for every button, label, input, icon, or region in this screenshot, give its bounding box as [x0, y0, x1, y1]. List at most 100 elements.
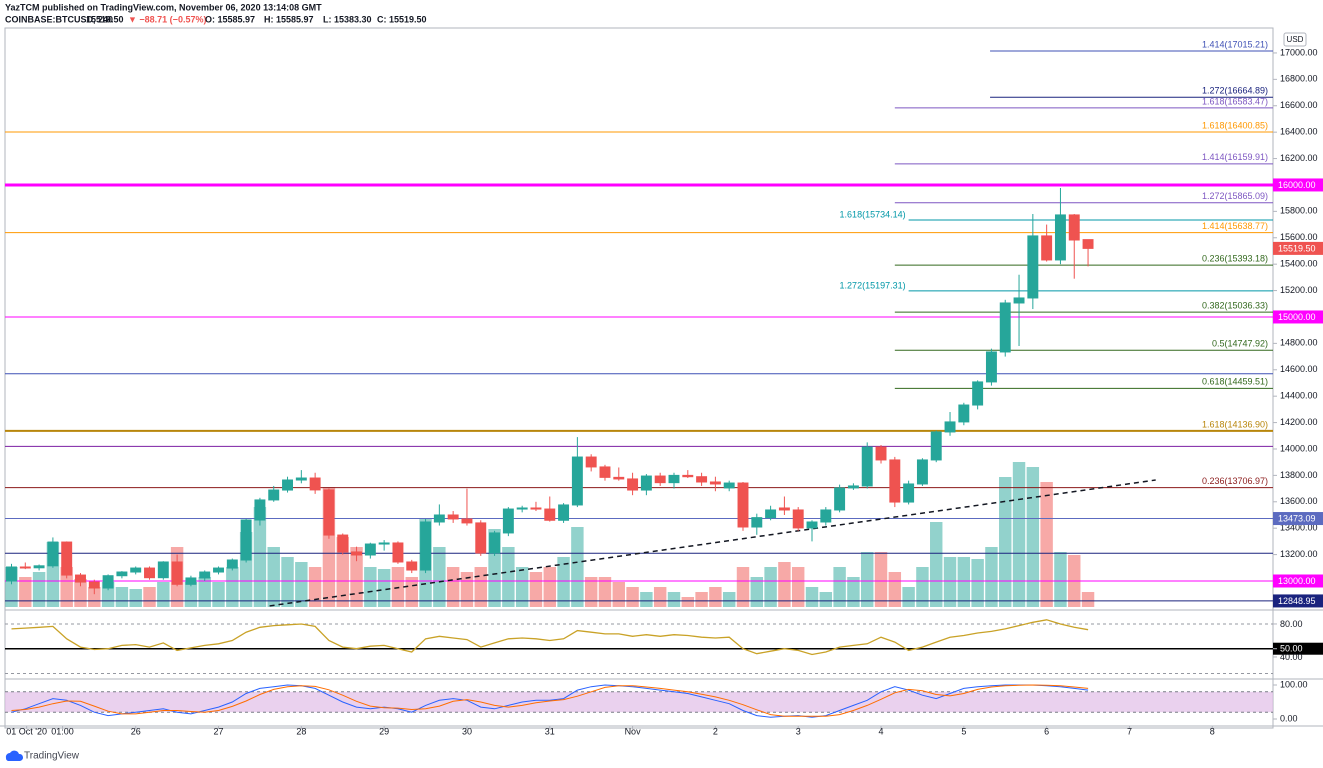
volume-bar — [88, 587, 101, 607]
candle-body — [116, 571, 128, 577]
axis-label-bg — [1273, 512, 1323, 526]
symbol: COINBASE:BTCUSD, 240 — [5, 14, 113, 24]
volume-bar — [957, 557, 971, 607]
volume-bar — [281, 557, 294, 607]
volume-bar — [405, 577, 418, 607]
x-tick-label: 27 — [214, 726, 224, 736]
x-tick-label: 26 — [131, 726, 141, 736]
volume-bar — [253, 507, 267, 607]
y-tick-label: 14000.00 — [1280, 443, 1318, 453]
last-price-label: 15519.50 — [1278, 243, 1316, 253]
candle-body — [696, 476, 708, 483]
candle-body — [682, 474, 694, 478]
currency-box[interactable] — [1283, 32, 1307, 47]
volume-bar — [640, 592, 653, 607]
volume-bar — [930, 522, 943, 607]
rsi-axis-bg — [1273, 642, 1323, 655]
level-label: 1.272(15865.09) — [1202, 191, 1268, 201]
candle-body — [558, 504, 570, 521]
candle-body — [778, 507, 790, 511]
volume-bar — [1040, 482, 1053, 607]
x-tick-label: 7 — [1127, 726, 1132, 736]
candle-body — [585, 456, 597, 468]
level-label: 1.618(14136.90) — [1202, 419, 1268, 429]
candle-body — [930, 431, 942, 461]
candle-body — [944, 421, 956, 433]
volume-bar — [750, 577, 764, 607]
stoch-tick-label: 0.00 — [1280, 713, 1298, 723]
volume-bar — [308, 567, 322, 607]
candle-body — [530, 507, 542, 510]
x-tick-label: 5 — [961, 726, 966, 736]
volume-bar — [446, 567, 460, 607]
candle-body — [240, 519, 252, 561]
stoch-line — [11, 684, 1089, 717]
volume-bar — [267, 547, 280, 607]
level-label: 1.414(15638.77) — [1202, 221, 1268, 231]
volume-bar — [902, 587, 915, 607]
volume-bar — [805, 587, 819, 607]
candle-body — [640, 475, 652, 491]
volume-bar — [226, 567, 239, 607]
currency[interactable]: USD — [1287, 35, 1304, 44]
candle-body — [351, 551, 363, 556]
last-price-bg — [1273, 241, 1323, 255]
level-label: 0.5(14747.92) — [1212, 339, 1268, 349]
volume-bar — [1054, 552, 1067, 607]
candle-body — [19, 566, 31, 569]
candle-body — [1082, 239, 1094, 249]
candle-body — [420, 521, 432, 571]
volume-bar — [667, 592, 681, 607]
rsi-tick-label: 50.00 — [1280, 644, 1303, 654]
ohlc-low: L: 15383.30 — [323, 14, 372, 24]
level-label: 1.414(16159.91) — [1202, 152, 1268, 162]
volume-bar — [819, 592, 833, 607]
candle-body — [75, 574, 86, 583]
candle-body — [337, 534, 349, 553]
axis-label: 13000.00 — [1278, 576, 1316, 586]
level-label: 0.236(15393.18) — [1202, 253, 1268, 263]
rsi-tick-label: 80.00 — [1280, 619, 1303, 629]
y-tick-label: 14400.00 — [1280, 391, 1318, 401]
candle-body — [102, 575, 114, 589]
candle-body — [309, 477, 321, 491]
level-label: 1.618(16400.85) — [1202, 120, 1268, 130]
volume-bar — [778, 562, 791, 607]
level-label: 1.272(16664.89) — [1202, 86, 1268, 96]
volume-bar — [888, 572, 902, 607]
candle-body — [820, 509, 832, 523]
volume-bar — [971, 559, 984, 607]
brand: TradingView — [24, 751, 80, 762]
candle-body — [1041, 235, 1053, 261]
candle-body — [226, 559, 238, 569]
ohlc-high: H: 15585.97 — [264, 14, 314, 24]
x-tick-label: 6 — [1044, 726, 1049, 736]
candle-body — [406, 561, 418, 571]
axis-label: 12848.95 — [1278, 596, 1316, 606]
volume-bar — [571, 527, 584, 607]
candle-body — [571, 456, 583, 506]
candle-body — [88, 581, 100, 589]
candle-body — [806, 521, 818, 529]
x-tick-label: 31 — [545, 726, 555, 736]
candle-body — [834, 487, 846, 511]
stoch-band-fill — [5, 691, 1273, 713]
y-tick-label: 14600.00 — [1280, 364, 1318, 374]
volume-bar — [295, 562, 308, 607]
y-tick-label: 15200.00 — [1280, 285, 1318, 295]
x-tick-label: 01 Oct '20 — [6, 726, 47, 736]
volume-bar — [32, 572, 46, 607]
volume-bar — [212, 582, 225, 607]
y-tick-label: 16800.00 — [1280, 74, 1318, 84]
stoch-line — [11, 684, 1089, 718]
candle-body — [1068, 214, 1080, 241]
y-tick-label: 13200.00 — [1280, 549, 1318, 559]
candle-body — [130, 567, 142, 573]
candle-body — [461, 518, 473, 524]
y-tick-label: 15800.00 — [1280, 206, 1318, 216]
candle-body — [861, 446, 873, 487]
volume-bar — [874, 552, 888, 607]
candle-body — [999, 302, 1011, 353]
candle-body — [144, 567, 155, 579]
volume-bar — [433, 547, 446, 607]
